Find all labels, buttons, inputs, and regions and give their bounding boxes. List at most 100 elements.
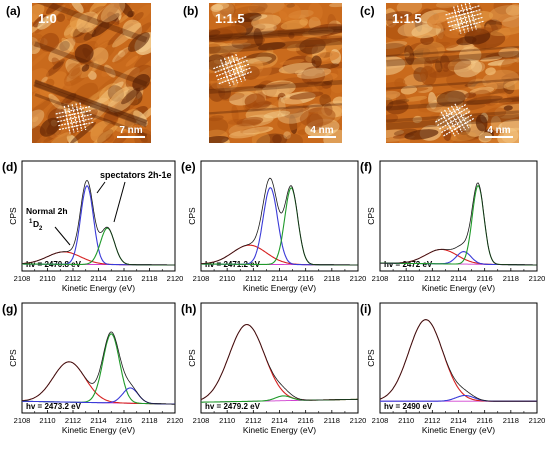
fit-peak-spectator-b <box>380 184 537 266</box>
stm-blob <box>284 133 303 143</box>
stm-blob <box>87 70 97 80</box>
stm-blob <box>39 133 53 143</box>
stm-blob <box>386 129 405 139</box>
normal-term-label: 1 D 2 <box>29 219 43 232</box>
plot-frame <box>200 160 359 272</box>
stm-blob <box>456 36 477 46</box>
stm-blob <box>498 119 519 132</box>
stm-blob <box>90 47 109 66</box>
stm-texture <box>209 3 342 143</box>
spectrum-panel: 2108 2110 2112 2114 2116 2118 2120 Kinetic Ener… <box>360 302 545 435</box>
stm-blob <box>74 44 94 63</box>
stm-blob <box>112 132 129 143</box>
scale-bar-label: 7 nm <box>119 125 142 136</box>
stm-blob <box>426 11 462 29</box>
spectrum-panel: 2108 2110 2112 2114 2116 2118 2120 Kinetic Ener… <box>2 302 183 435</box>
stm-blob <box>503 79 519 90</box>
fit-peak-spectator-b <box>201 395 358 403</box>
normal-arrow <box>54 226 71 246</box>
stm-images: 1:0 7 nm (a) 1:1.5 4 nm (b) 1:1.5 4 nm (c) <box>6 3 519 143</box>
x-tick-label: 2120 <box>529 416 546 425</box>
stm-blob <box>279 3 302 22</box>
stm-blob <box>308 35 342 45</box>
stm-blob <box>308 106 330 115</box>
stm-blob <box>330 79 342 94</box>
panel-letter: (d) <box>2 160 17 174</box>
stm-blob <box>209 83 226 102</box>
x-tick-label: 2118 <box>503 274 519 283</box>
stm-blob <box>60 92 77 107</box>
x-tick-label: 2108 <box>193 416 210 425</box>
stm-blob <box>493 3 513 15</box>
stm-blob <box>497 127 519 143</box>
x-axis-label: Kinetic Energy (eV) <box>243 283 316 293</box>
x-tick-label: 2116 <box>477 416 493 425</box>
stm-streak <box>386 45 519 58</box>
stm-blob <box>97 129 114 143</box>
stm-blob <box>37 14 55 30</box>
spectators-label: spectators 2h-1e <box>100 170 172 180</box>
x-tick-label: 2120 <box>350 274 367 283</box>
lattice-line <box>235 53 246 81</box>
spectrum-panel: 2108 2110 2112 2114 2116 2118 2120 Kinetic Ener… <box>181 302 366 435</box>
stm-blob <box>329 3 342 8</box>
stm-blob <box>272 97 303 115</box>
stm-blob <box>132 12 144 23</box>
normal-term-sup: 1 <box>29 219 33 225</box>
stm-blob <box>32 116 39 123</box>
fit-peak-spectator-b <box>21 333 175 405</box>
stm-blob <box>401 61 423 68</box>
stm-streak <box>386 97 519 111</box>
stm-blob <box>495 76 515 86</box>
stm-blob <box>104 64 116 78</box>
lattice-overlay <box>435 103 475 137</box>
stm-blob <box>219 52 235 58</box>
stm-blob <box>458 27 494 37</box>
stm-blob <box>317 105 342 120</box>
stm-blob <box>101 67 112 77</box>
stm-blob <box>440 54 451 73</box>
stm-streak <box>386 50 519 67</box>
lattice-line <box>217 67 252 81</box>
x-axis-label: Kinetic Energy (eV) <box>422 283 495 293</box>
panel-letter: (a) <box>6 4 21 18</box>
x-tick-label: 2112 <box>245 416 261 425</box>
fit-peak-normal <box>379 319 537 402</box>
panel-letter: (h) <box>181 302 196 316</box>
stm-blob <box>413 41 445 61</box>
stm-blob <box>76 11 99 33</box>
stm-blob <box>321 100 342 118</box>
stm-blob <box>482 69 519 90</box>
stm-blob <box>304 86 313 94</box>
stm-blob <box>404 129 439 140</box>
stm-blob <box>94 27 119 48</box>
y-axis-label: CPS <box>187 349 197 367</box>
x-tick-label: 2112 <box>245 274 261 283</box>
x-tick-label: 2110 <box>219 416 235 425</box>
lattice-line <box>218 70 253 85</box>
stm-blob <box>114 109 140 132</box>
fit-peak-spectator-b <box>201 187 358 266</box>
stm-blob <box>396 3 423 15</box>
stm-blob <box>272 134 282 143</box>
x-tick-label: 2116 <box>116 416 132 425</box>
x-axis-label: Kinetic Energy (eV) <box>62 283 135 293</box>
stm-blob <box>386 40 408 50</box>
stm-blob <box>315 63 340 70</box>
y-axis-label: CPS <box>366 349 376 367</box>
lattice-line <box>71 104 79 132</box>
stm-blob <box>231 34 265 49</box>
lattice-line <box>231 55 243 82</box>
stm-streak <box>33 41 148 87</box>
stm-blob <box>100 3 126 23</box>
stm-blob <box>304 118 340 138</box>
stm-blob <box>464 92 477 99</box>
stm-blob <box>96 3 120 23</box>
stm-blob <box>442 128 452 141</box>
stm-blob <box>109 20 120 33</box>
stm-blob <box>46 78 55 87</box>
lattice-line <box>454 103 470 129</box>
stm-blob <box>505 4 519 16</box>
stm-blob <box>280 19 308 31</box>
